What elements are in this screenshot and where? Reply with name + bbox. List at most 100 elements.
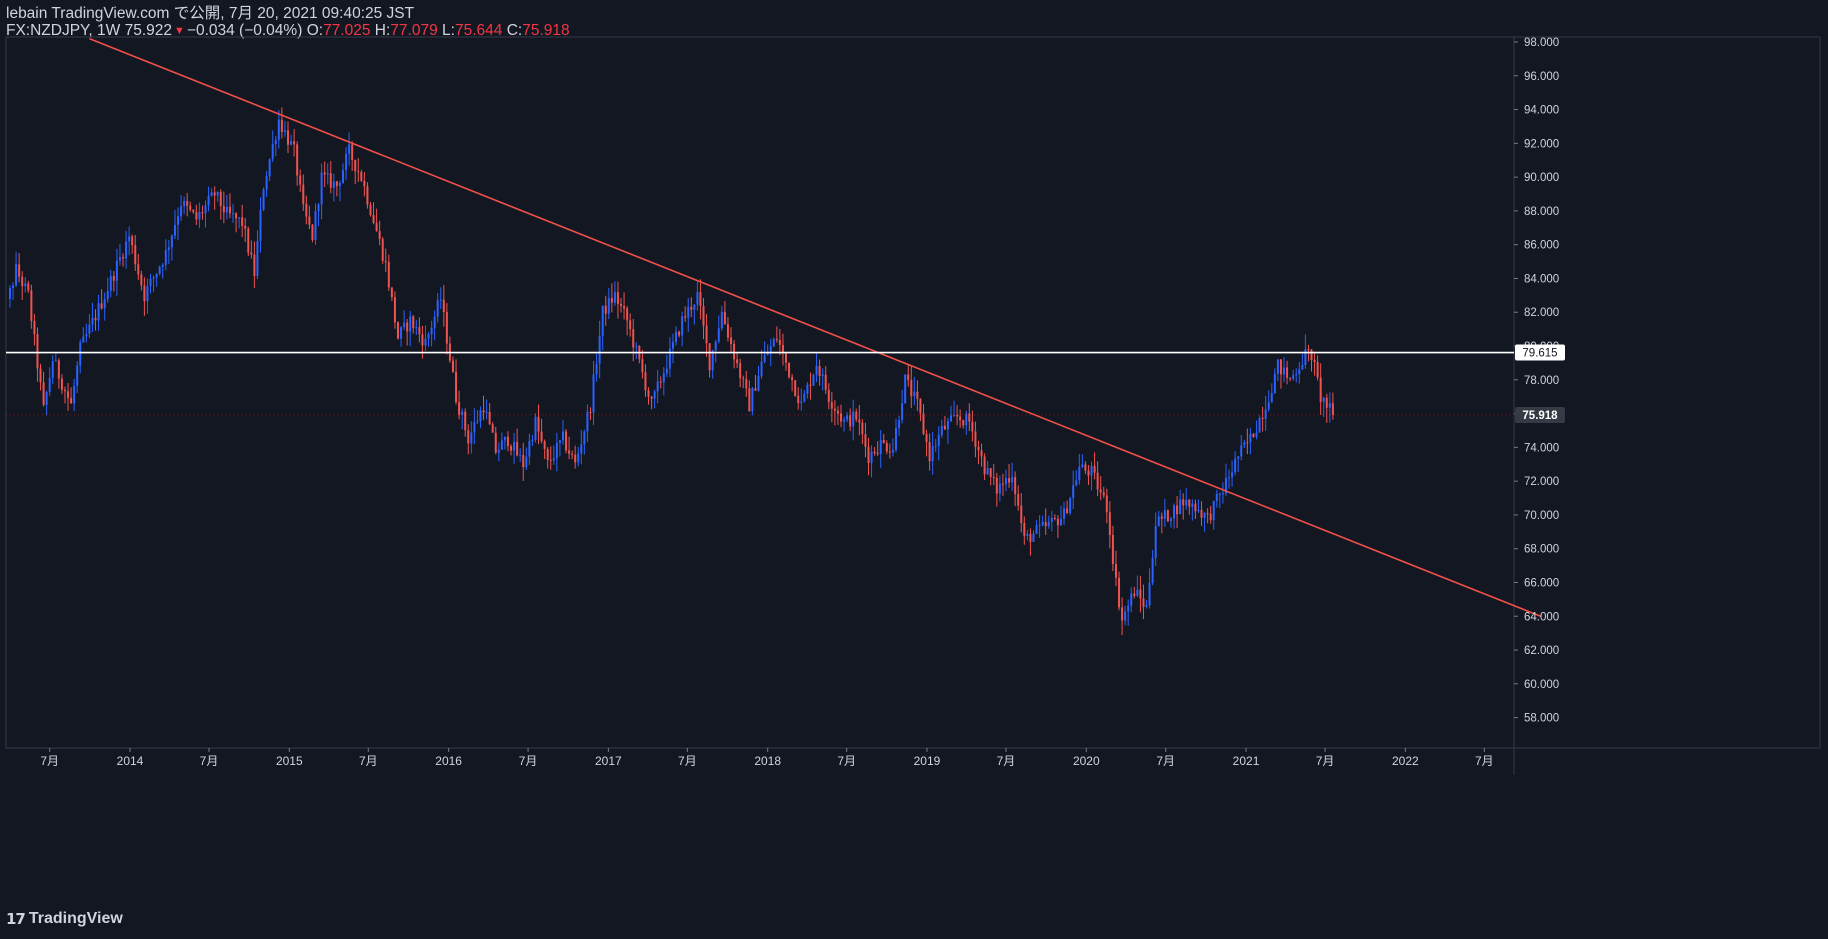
candle [699,279,702,320]
tradingview-logo[interactable]: 𝟭𝟳 TradingView [6,910,123,928]
candle-body [540,431,543,442]
candle [400,326,403,347]
candle-body [277,119,280,140]
candle-body [1145,605,1148,607]
candle-body [616,292,619,305]
candle [143,277,146,316]
candle-body [106,290,109,300]
candle-body [531,439,534,442]
candle [158,265,161,276]
candle-body [1121,607,1124,621]
candle [919,398,922,422]
candle-body [1267,402,1270,410]
candle-body [665,368,668,374]
high-label: H: [374,22,391,39]
candle-body [1041,522,1044,525]
candle [155,273,158,287]
candle [1249,427,1252,455]
candle-body [809,384,812,386]
candle-body [173,224,176,236]
candle-body [348,144,351,154]
candle [543,439,546,460]
candle [21,271,24,301]
candle-body [934,445,937,447]
candle-body [873,451,876,454]
candle-body [287,130,289,145]
candle [992,464,995,486]
candle-body [766,353,769,355]
candle [525,447,528,471]
candle-body [629,320,632,330]
candle-body [668,348,671,369]
candle [94,309,97,331]
candle-body [916,391,919,399]
candle-body [1182,499,1185,506]
candle-body [60,378,63,390]
candle [1289,377,1292,382]
candle-body [684,316,687,318]
candle-body [555,442,558,459]
candle [375,208,378,232]
candle-body [54,360,57,362]
candle [971,410,974,442]
candle [314,203,317,245]
candle [1304,334,1307,369]
candle [491,421,494,433]
candle-body [937,434,940,446]
candle-body [265,176,268,190]
candle-body [12,285,15,289]
candle [1264,395,1267,431]
candle-body [830,402,833,409]
candle [177,207,180,240]
candle-body [1004,478,1007,485]
time-axis[interactable]: 7月 2014 7月 2015 7月 2016 7月 2017 7月 2018 7月 2019 7月 20… [40,748,1494,768]
candle-body [876,453,879,455]
candle [806,382,809,399]
down-arrow-icon: ▼ [174,25,185,37]
candle [228,193,231,219]
candle [216,191,219,202]
candle-body [513,441,516,451]
candle-body [1185,499,1188,506]
candle-body [1240,445,1243,457]
candle-body [143,285,146,302]
candle [519,448,522,463]
candle [198,202,201,229]
candle [1255,420,1258,440]
candle-body [247,228,250,253]
candle-body [503,436,506,441]
price-tick-label: 58.000 [1524,713,1559,725]
candle-body [907,374,910,381]
candle [540,418,543,444]
price-axis[interactable]: 98.000 96.000 94.000 92.000 90.000 88.000 86.0… [1514,37,1565,725]
candle-body [1160,516,1163,519]
candle-body [201,212,204,214]
candle [323,161,326,188]
candle [470,421,473,454]
candle-body [82,336,85,343]
time-tick-label: 7月 [678,754,697,768]
candle-body [626,308,629,321]
time-tick-label: 2019 [914,754,941,768]
candle-body [118,257,121,261]
candle-body [491,424,494,433]
candle-body [592,374,595,413]
candle-body [332,181,335,188]
candle-body [375,222,378,231]
candle-body [992,477,995,479]
low-label: L: [442,22,455,39]
time-tick-label: 7月 [519,754,538,768]
candle-body [1191,503,1194,507]
candle-body [623,306,626,309]
price-change: −0.034 (−0.04%) [186,22,303,39]
candle [1148,568,1151,609]
candle-body [910,380,913,397]
candle [684,306,687,322]
candle [308,205,311,230]
candle [565,428,568,454]
time-tick-label: 7月 [1156,754,1175,768]
candle [1151,549,1154,586]
candle [1157,510,1160,527]
candle [916,380,919,411]
